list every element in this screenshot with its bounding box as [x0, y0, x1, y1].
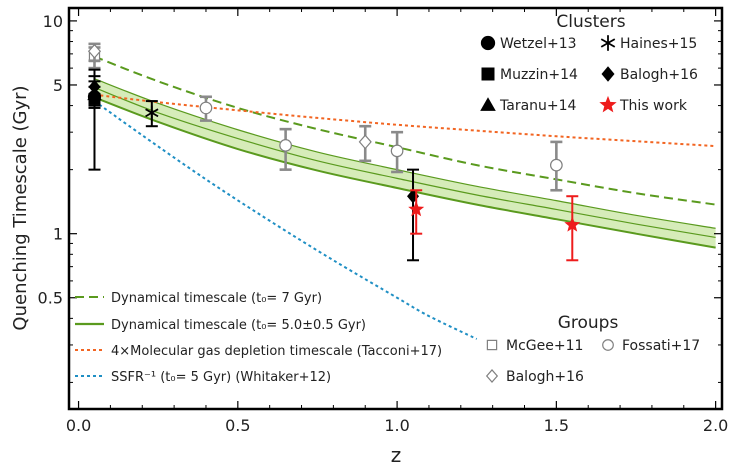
legend-marker-open-diamond	[485, 369, 499, 383]
data-point-star-0	[408, 189, 425, 235]
y-tick-label: 1	[53, 225, 63, 244]
legend-item-curve: 4×Molecular gas depletion timescale (Tac…	[75, 344, 442, 359]
curve-1	[94, 87, 716, 239]
x-tick-label: 1.5	[544, 416, 569, 435]
y-tick-label: 5	[53, 76, 63, 95]
legend-label: Wetzel+13	[500, 36, 577, 52]
legend-item-cluster: Taranu+14	[480, 97, 577, 114]
x-tick-label: 2.0	[703, 416, 728, 435]
legend-marker-asterisk	[600, 35, 616, 51]
legend-label: 4×Molecular gas depletion timescale (Tac…	[111, 344, 442, 359]
legend-item-cluster: Wetzel+13	[480, 35, 577, 52]
marker-star	[564, 216, 581, 232]
legend-label: Dynamical timescale (t₀= 7 Gyr)	[111, 291, 322, 306]
marker-star	[408, 201, 425, 217]
legend-label: This work	[619, 98, 688, 114]
legend-item-curve: Dynamical timescale (t₀= 5.0±0.5 Gyr)	[75, 318, 366, 333]
x-tick-label: 1.0	[384, 416, 409, 435]
y-axis-label: Quenching Timescale (Gyr)	[10, 85, 31, 330]
band-lower-edge	[94, 96, 716, 249]
data-point-open-circle-0	[199, 95, 213, 122]
legend-label: Balogh+16	[620, 67, 698, 83]
y-tick-label: 0.5	[38, 289, 63, 308]
legend-marker-open-circle	[602, 339, 614, 351]
data-point-open-diamond-0	[87, 42, 102, 63]
data-point-open-diamond-1	[358, 124, 372, 163]
legend-marker-diamond	[601, 66, 615, 82]
x-tick-label: 0.0	[66, 416, 91, 435]
plot-frame	[67, 6, 724, 411]
legend-item-group: McGee+11	[486, 338, 583, 354]
x-tick-label: 0.5	[225, 416, 250, 435]
legend-title-clusters: Clusters	[556, 12, 625, 32]
legend-label: Muzzin+14	[500, 67, 578, 83]
legend-item-cluster: Haines+15	[600, 35, 697, 52]
confidence-band	[94, 78, 716, 248]
data-point-open-circle-1	[279, 127, 292, 171]
legend-item-cluster: This work	[599, 95, 688, 114]
marker-open-diamond	[358, 134, 372, 150]
legend-label: Balogh+16	[506, 369, 584, 385]
legend-marker-circle	[480, 35, 496, 51]
data-point-open-circle-3	[550, 140, 563, 192]
legend-item-curve: SSFR⁻¹ (t₀= 5 Gyr) (Whitaker+12)	[75, 370, 331, 385]
x-axis-label: z	[391, 443, 402, 467]
legend-label: Taranu+14	[499, 98, 577, 114]
marker-open-circle	[390, 144, 404, 158]
legend-marker-square	[481, 67, 495, 81]
marker-open-circle	[279, 139, 292, 152]
legend-label: Fossati+17	[622, 338, 700, 354]
legend-label: McGee+11	[506, 338, 583, 354]
legend-label: SSFR⁻¹ (t₀= 5 Gyr) (Whitaker+12)	[111, 370, 331, 385]
data-point-asterisk-0	[145, 100, 159, 128]
data-point-star-1	[564, 195, 581, 262]
legend-marker-open-square	[486, 339, 498, 351]
legend-item-cluster: Balogh+16	[601, 66, 698, 83]
marker-diamond	[88, 79, 101, 95]
legend-item-group: Fossati+17	[602, 338, 700, 354]
marker-open-circle	[199, 101, 213, 115]
marker-open-diamond	[87, 43, 102, 59]
legend-marker-star	[599, 95, 617, 113]
legend-label: Haines+15	[620, 36, 697, 52]
marker-asterisk	[145, 105, 159, 120]
legend-label: Dynamical timescale (t₀= 5.0±0.5 Gyr)	[111, 318, 366, 333]
curve-2	[94, 93, 716, 148]
marker-open-circle	[550, 158, 563, 172]
legend-item-cluster: Muzzin+14	[481, 67, 578, 83]
data-point-open-circle-2	[390, 130, 404, 174]
legend-title-groups: Groups	[558, 313, 619, 333]
legend-item-group: Balogh+16	[485, 369, 584, 385]
curve-3	[93, 100, 478, 340]
legend-marker-triangle	[480, 97, 496, 111]
y-tick-label: 10	[43, 12, 63, 31]
data-point-diamond-0	[88, 75, 101, 98]
legend-item-curve: Dynamical timescale (t₀= 7 Gyr)	[75, 291, 322, 306]
